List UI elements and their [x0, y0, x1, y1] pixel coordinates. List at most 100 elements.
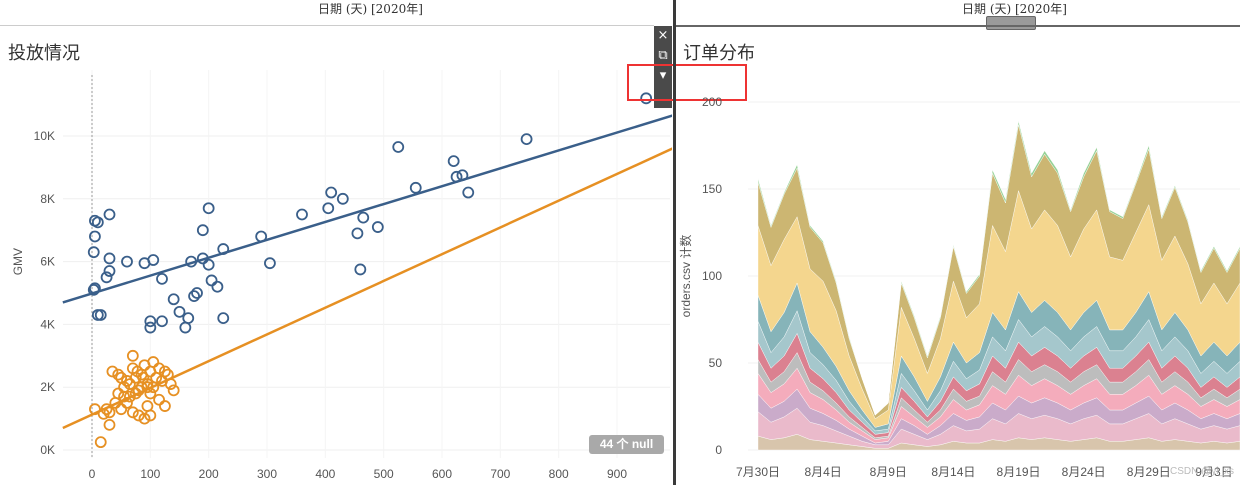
scatter-point	[138, 412, 151, 425]
scatter-point	[124, 390, 136, 403]
x-tick-label: 8月19日	[997, 465, 1041, 479]
right-date-header: 日期 (天) [2020年]	[962, 2, 1067, 16]
y-tick-label: 10K	[34, 129, 55, 143]
x-tick-label: 9月3日	[1195, 465, 1232, 479]
close-icon[interactable]: ×	[657, 28, 669, 43]
sort-icon[interactable]: ▾	[659, 68, 667, 83]
scatter-point	[202, 258, 215, 271]
trend-line	[62, 147, 672, 430]
scatter-title: 投放情况	[8, 43, 80, 64]
scatter-point	[156, 315, 168, 328]
scatter-point	[217, 312, 230, 325]
x-tick-label: 7月30日	[736, 465, 780, 479]
scatter-point	[296, 208, 308, 221]
panel-divider[interactable]	[673, 0, 676, 485]
scatter-chart: 0K 2K 4K 6K 8K 10K 0 100 200 300 400 500 600 700 800 90…	[11, 70, 672, 481]
x-tick-label: 8月9日	[870, 465, 907, 479]
x-tick-label: 500	[374, 467, 394, 481]
scatter-point	[141, 381, 154, 394]
scatter-point	[450, 170, 463, 183]
scatter-point	[205, 274, 218, 287]
scatter-point	[87, 246, 100, 259]
scatter-point	[217, 243, 230, 255]
scatter-point	[357, 211, 370, 224]
scatter-point	[156, 272, 168, 285]
y-axis-title: GMV	[11, 248, 25, 275]
y-tick-label: 150	[702, 182, 722, 196]
scatter-point	[196, 252, 209, 265]
scatter-point	[144, 315, 157, 328]
scatter-point	[264, 257, 276, 270]
scatter-point	[89, 230, 101, 243]
viz-toolbar: × ⧉ ▾	[654, 26, 672, 108]
x-tick-label: 8月29日	[1127, 465, 1171, 479]
scatter-point	[100, 271, 113, 284]
highlight-box	[627, 64, 747, 101]
scatter-point	[462, 186, 475, 199]
trend-line	[62, 114, 672, 304]
scatter-point	[188, 290, 200, 303]
area-chart: 0 50 100 150 200 orders.csv 计数 7月30日 8月4日 8月9日 8月…	[678, 95, 1240, 479]
scatter-point	[392, 141, 405, 153]
x-tick-label: 900	[607, 467, 627, 481]
scatter-point	[447, 155, 460, 168]
x-tick-label: 600	[432, 467, 452, 481]
scatter-point	[456, 169, 469, 182]
area-series	[757, 121, 1240, 416]
scatter-point	[336, 192, 349, 205]
x-tick-label: 100	[140, 467, 160, 481]
panel-top-border-left	[0, 25, 654, 26]
y-tick-label: 100	[702, 269, 722, 283]
scatter-point	[103, 208, 116, 221]
scatter-point	[173, 305, 186, 318]
scatter-point	[137, 371, 150, 384]
scatter-point	[103, 252, 116, 265]
scatter-point	[141, 400, 154, 412]
scatter-point	[129, 371, 142, 384]
scatter-point	[100, 403, 113, 416]
scatter-point	[91, 216, 104, 229]
scatter-point	[118, 390, 130, 403]
y-tick-label: 8K	[40, 192, 55, 206]
scatter-point	[409, 181, 422, 194]
x-tick-label: 400	[315, 467, 335, 481]
popout-icon[interactable]: ⧉	[658, 48, 668, 63]
y-tick-label: 2K	[40, 380, 55, 394]
scatter-point	[255, 230, 268, 243]
scatter-point	[164, 378, 177, 390]
y-tick-label: 0	[715, 443, 722, 457]
panel-top-border	[676, 25, 1240, 27]
x-tick-label: 8月4日	[804, 465, 841, 479]
scatter-point	[112, 368, 125, 381]
scatter-point	[520, 133, 533, 146]
x-tick-label: 8月14日	[931, 465, 975, 479]
scatter-point	[167, 384, 180, 397]
scatter-point	[322, 202, 335, 215]
scatter-point	[211, 280, 224, 293]
x-tick-label: 300	[257, 467, 277, 481]
scatter-point	[121, 255, 133, 268]
scatter-point	[159, 365, 171, 378]
scatter-point	[147, 254, 160, 266]
scatter-point	[103, 418, 116, 431]
scatter-point	[167, 293, 180, 306]
scatter-point	[89, 282, 101, 295]
scatter-point	[131, 365, 144, 378]
scatter-point	[144, 321, 157, 334]
null-badge[interactable]: 44 个 null	[589, 435, 664, 454]
drag-handle[interactable]	[986, 16, 1036, 30]
left-date-header: 日期 (天) [2020年]	[318, 2, 423, 16]
scatter-point	[351, 227, 364, 240]
scatter-point	[182, 312, 195, 325]
scatter-point	[115, 403, 128, 416]
scatter-point	[112, 387, 125, 400]
area-title: 订单分布	[683, 43, 755, 64]
scatter-point	[94, 436, 107, 449]
y-tick-label: 4K	[40, 317, 55, 331]
scatter-point	[191, 287, 203, 299]
scatter-point	[153, 393, 165, 406]
scatter-point	[196, 224, 209, 237]
scatter-point	[121, 396, 133, 409]
scatter-point	[159, 400, 171, 412]
scatter-point	[185, 255, 198, 268]
